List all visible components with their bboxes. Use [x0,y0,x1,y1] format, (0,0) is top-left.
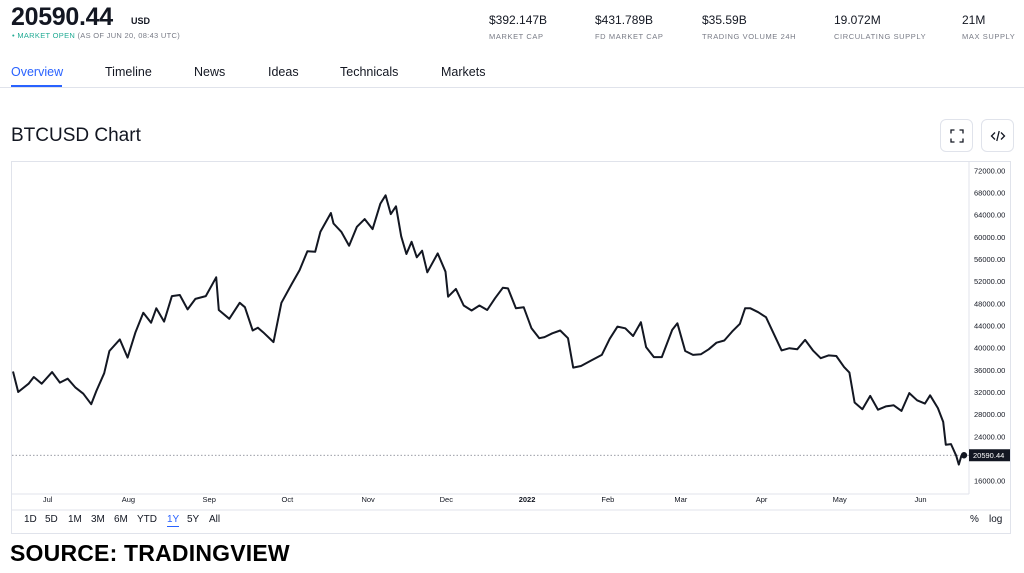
last-value-text: 20590.44 [973,451,1004,460]
as-of-time: (AS OF JUN 20, 08:43 UTC) [77,31,181,40]
x-tick-label: 2022 [519,495,536,504]
stat-label: MAX SUPPLY [962,32,1016,41]
stat-trading-volume: $35.59B TRADING VOLUME 24H [702,13,796,41]
stat-label: TRADING VOLUME 24H [702,32,797,41]
market-open-dot: • [12,31,15,40]
x-tick-label: Dec [440,495,454,504]
tab-news[interactable]: News [194,65,226,79]
stat-fd-market-cap: $431.789B FD MARKET CAP [595,13,664,41]
active-tab-indicator [11,85,62,87]
range-6m[interactable]: 6M [114,514,128,525]
stat-label: FD MARKET CAP [595,32,664,41]
stat-value: $35.59B [702,13,747,27]
y-tick-label: 24000.00 [974,432,1005,441]
y-tick-label: 40000.00 [974,344,1005,353]
code-icon [990,130,1005,141]
stat-value: $392.147B [489,13,548,27]
tab-technicals[interactable]: Technicals [340,65,399,79]
x-tick-label: Apr [756,495,768,504]
range-3m[interactable]: 3M [91,514,105,525]
range-ytd[interactable]: YTD [137,514,157,525]
y-tick-label: 28000.00 [974,410,1005,419]
x-tick-label: Jun [914,495,926,504]
range-all[interactable]: All [209,514,221,525]
stat-circulating-supply: 19.072M CIRCULATING SUPPLY [834,13,926,41]
y-tick-label: 68000.00 [974,188,1005,197]
market-status-line: • MARKET OPEN (AS OF JUN 20, 08:43 UTC) [12,31,180,40]
y-tick-label: 60000.00 [974,233,1005,242]
percent-scale-toggle[interactable]: % [970,514,979,525]
last-value-marker [960,452,968,459]
range-1d[interactable]: 1D [24,514,37,525]
price-chart[interactable]: Jul Aug Sep Oct Nov Dec 2022 Feb Mar Apr May Jun 72… [12,162,1010,533]
y-tick-label: 32000.00 [974,388,1005,397]
series-line-btcusd [12,194,965,466]
y-tick-label: 44000.00 [974,322,1005,331]
chart-title: BTCUSD Chart [11,125,141,146]
chart-container: Jul Aug Sep Oct Nov Dec 2022 Feb Mar Apr May Jun 72… [11,161,1011,534]
range-5d[interactable]: 5D [45,514,58,525]
current-price: 20590.44 [11,3,113,31]
x-tick-label: Mar [674,495,687,504]
stat-value: 21M [962,13,986,27]
x-axis: Jul Aug Sep Oct Nov Dec 2022 Feb Mar Apr May Jun [12,493,1010,511]
market-status: MARKET OPEN [17,31,76,40]
x-tick-label: Jul [43,495,53,504]
embed-button[interactable] [981,119,1014,152]
stat-max-supply: 21M MAX SUPPLY [962,13,1015,41]
x-tick-label: Aug [122,495,135,504]
y-tick-label: 64000.00 [974,211,1005,220]
y-tick-label: 72000.00 [974,166,1005,175]
range-1m[interactable]: 1M [68,514,82,525]
stat-label: CIRCULATING SUPPLY [834,32,927,41]
tab-markets[interactable]: Markets [441,65,486,79]
price-currency: USD [131,16,151,26]
log-scale-toggle[interactable]: log [989,514,1003,525]
x-tick-label: Sep [203,495,216,504]
fullscreen-icon [949,128,964,143]
tab-ideas[interactable]: Ideas [268,65,299,79]
stat-label: MARKET CAP [489,32,544,41]
tab-bar: Overview Timeline News Ideas Technicals … [0,58,1024,88]
source-caption: SOURCE: TRADINGVIEW [10,540,290,566]
x-tick-label: May [833,495,847,504]
x-tick-label: Feb [601,495,614,504]
y-axis: 72000.00 68000.00 64000.00 60000.00 56000.00… [968,162,1005,494]
last-value-label: 20590.44 [969,449,1010,462]
stat-market-cap: $392.147B MARKET CAP [489,13,547,41]
y-tick-label: 56000.00 [974,255,1005,264]
range-5y[interactable]: 5Y [187,514,200,525]
range-1y[interactable]: 1Y [167,514,180,527]
fullscreen-button[interactable] [940,119,973,152]
y-tick-label: 16000.00 [974,477,1005,486]
y-tick-label: 36000.00 [974,366,1005,375]
tab-timeline[interactable]: Timeline [105,65,152,79]
tab-overview[interactable]: Overview [11,65,64,79]
y-tick-label: 52000.00 [974,277,1005,286]
y-tick-label: 48000.00 [974,299,1005,308]
x-tick-label: Oct [282,495,295,504]
stat-value: 19.072M [834,13,881,27]
x-tick-label: Nov [361,495,375,504]
stat-value: $431.789B [595,13,654,27]
